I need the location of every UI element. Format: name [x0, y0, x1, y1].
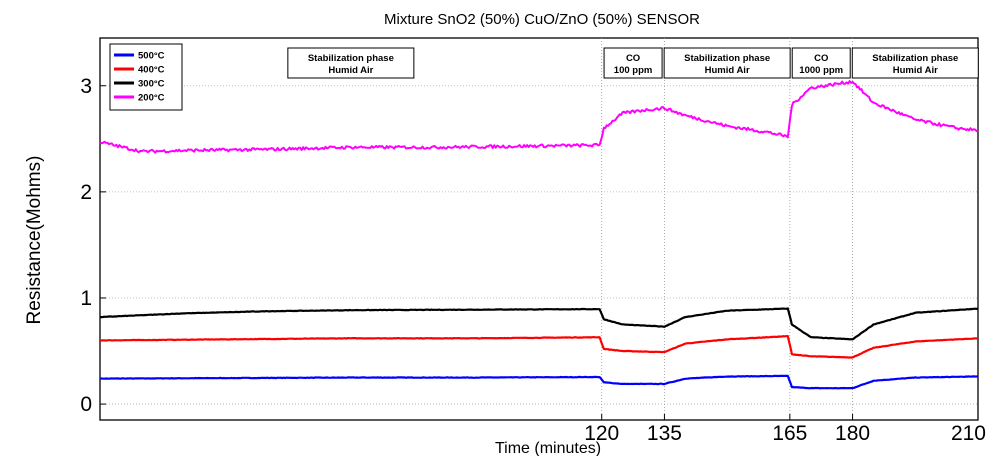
- annotation-box: [663, 47, 791, 79]
- y-tick-label: 0: [80, 393, 92, 416]
- legend-label: 400°C: [138, 65, 165, 76]
- plot-frame: [99, 37, 979, 421]
- annotation-text: Humid Air: [705, 65, 750, 76]
- annotation-text: CO: [626, 53, 640, 64]
- series-layer: [99, 80, 979, 390]
- y-tick-label: 3: [80, 75, 92, 98]
- chart-title: Mixture SnO2 (50%) CuO/ZnO (50%) SENSOR: [384, 11, 700, 28]
- x-tick-label: 135: [647, 422, 682, 445]
- x-tick-label: 165: [772, 422, 807, 445]
- series-line-2: [100, 335, 979, 359]
- legend-label: 200°C: [138, 93, 165, 104]
- annotation-text: 100 ppm: [614, 65, 653, 76]
- annotation-text: Stabilization phase: [308, 53, 394, 64]
- x-tick-label: 120: [584, 422, 619, 445]
- annotation-box: [287, 47, 415, 79]
- annotation-box: [851, 47, 979, 79]
- x-tick-label: 180: [835, 422, 870, 445]
- x-tick-label: 210: [951, 422, 986, 445]
- annotation-text: Humid Air: [328, 65, 373, 76]
- plot-area: [99, 37, 979, 421]
- series-line-4: [99, 80, 979, 154]
- annotation-text: Humid Air: [893, 65, 938, 76]
- series-line-3: [99, 307, 979, 341]
- annotation-text: Stabilization phase: [872, 53, 958, 64]
- y-tick-label: 2: [80, 181, 92, 204]
- y-axis-label: Resistance(Mohms): [24, 156, 45, 325]
- annotation-text: 1000 ppm: [799, 65, 843, 76]
- tick-layer: 0 1 2 3 120 135 165 180 210: [80, 75, 986, 445]
- annotation-box: [603, 47, 663, 79]
- annotation-text: CO: [814, 53, 828, 64]
- annotation-box: [791, 47, 851, 79]
- legend: 500°C 400°C 300°C 200°C: [109, 43, 183, 111]
- legend-label: 300°C: [138, 79, 165, 90]
- legend-label: 500°C: [138, 51, 165, 62]
- annotation-text: Stabilization phase: [684, 53, 770, 64]
- series-line-1: [99, 374, 978, 390]
- x-axis-label: Time (minutes): [495, 440, 601, 456]
- y-tick-label: 1: [80, 287, 92, 310]
